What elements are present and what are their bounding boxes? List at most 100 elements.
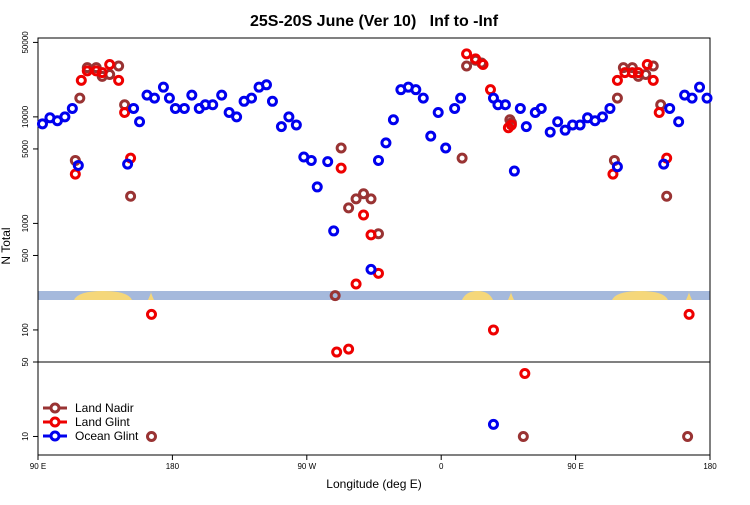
legend-label: Land Nadir: [75, 401, 134, 415]
x-tick-label: 90 E: [567, 462, 583, 471]
data-point: [508, 165, 520, 177]
data-point: [122, 158, 134, 170]
data-point: [607, 168, 619, 180]
data-point: [664, 102, 676, 114]
data-point: [36, 118, 48, 130]
data-point: [260, 79, 272, 91]
x-tick-label: 90 E: [30, 462, 46, 471]
data-point: [96, 67, 108, 79]
data-point: [470, 53, 482, 65]
data-point: [673, 116, 685, 128]
legend-marker: [49, 430, 61, 442]
data-point: [350, 193, 362, 205]
map-land: [508, 291, 514, 300]
data-point: [148, 92, 160, 104]
data-point: [358, 209, 370, 221]
data-point: [661, 190, 673, 202]
data-point: [207, 99, 219, 111]
data-point: [596, 111, 608, 123]
data-point: [246, 92, 258, 104]
data-point: [372, 154, 384, 166]
y-tick-label: 500: [21, 248, 30, 262]
data-point: [305, 154, 317, 166]
legend-label: Ocean Glint: [75, 429, 139, 443]
data-point: [499, 99, 511, 111]
data-point: [178, 102, 190, 114]
data-point: [647, 74, 659, 86]
data-point: [519, 368, 531, 380]
data-point: [69, 168, 81, 180]
data-point: [387, 114, 399, 126]
map-land: [686, 291, 692, 300]
y-tick-label: 1000: [21, 214, 30, 232]
y-tick-label: 50: [21, 357, 30, 366]
data-point: [275, 121, 287, 133]
map-strip: [38, 291, 710, 300]
legend-marker: [49, 416, 61, 428]
data-point: [653, 106, 665, 118]
y-tick-label: 10000: [21, 105, 30, 128]
data-point: [329, 290, 341, 302]
data-point: [380, 137, 392, 149]
data-point: [425, 130, 437, 142]
data-point: [186, 89, 198, 101]
x-tick-label: 180: [703, 462, 717, 471]
y-tick-label: 50000: [21, 31, 30, 54]
map-land: [148, 291, 154, 300]
data-point: [335, 142, 347, 154]
data-point: [517, 430, 529, 442]
data-point: [505, 119, 517, 131]
data-point: [552, 116, 564, 128]
data-point: [104, 59, 116, 71]
data-point: [658, 158, 670, 170]
data-point: [125, 190, 137, 202]
data-point: [328, 225, 340, 237]
data-point: [449, 102, 461, 114]
data-point: [290, 119, 302, 131]
data-point: [72, 159, 84, 171]
data-point: [75, 74, 87, 86]
data-point: [216, 89, 228, 101]
plot-frame: [37, 37, 711, 456]
data-point: [113, 74, 125, 86]
data-point: [283, 111, 295, 123]
data-point: [331, 346, 343, 358]
x-tick-label: 180: [166, 462, 180, 471]
x-tick-label: 0: [439, 462, 444, 471]
y-axis-label: N Total: [0, 227, 13, 264]
chart-title: 25S-20S June (Ver 10) Inf to -Inf: [250, 13, 499, 30]
data-point: [365, 229, 377, 241]
data-point: [455, 92, 467, 104]
data-point: [231, 111, 243, 123]
data-point: [432, 106, 444, 118]
data-point: [686, 92, 698, 104]
series: [36, 79, 713, 430]
data-point: [514, 102, 526, 114]
data-point: [682, 430, 694, 442]
series: [69, 48, 695, 380]
legend-label: Land Glint: [75, 415, 130, 429]
data-point: [365, 193, 377, 205]
data-point: [611, 74, 623, 86]
data-point: [611, 92, 623, 104]
data-point: [266, 95, 278, 107]
legend-marker: [49, 402, 61, 414]
data-point: [145, 308, 157, 320]
data-point: [66, 102, 78, 114]
y-tick-label: 5000: [21, 139, 30, 157]
data-point: [626, 67, 638, 79]
map-land: [462, 291, 493, 300]
data-point: [559, 124, 571, 136]
data-point: [311, 181, 323, 193]
y-tick-label: 10: [21, 431, 30, 440]
data-point: [456, 152, 468, 164]
x-axis-label: Longitude (deg E): [326, 477, 421, 491]
data-point: [145, 430, 157, 442]
data-point: [701, 92, 713, 104]
data-point: [487, 418, 499, 430]
data-point: [59, 111, 71, 123]
data-point: [604, 102, 616, 114]
data-point: [461, 60, 473, 72]
data-point: [417, 92, 429, 104]
